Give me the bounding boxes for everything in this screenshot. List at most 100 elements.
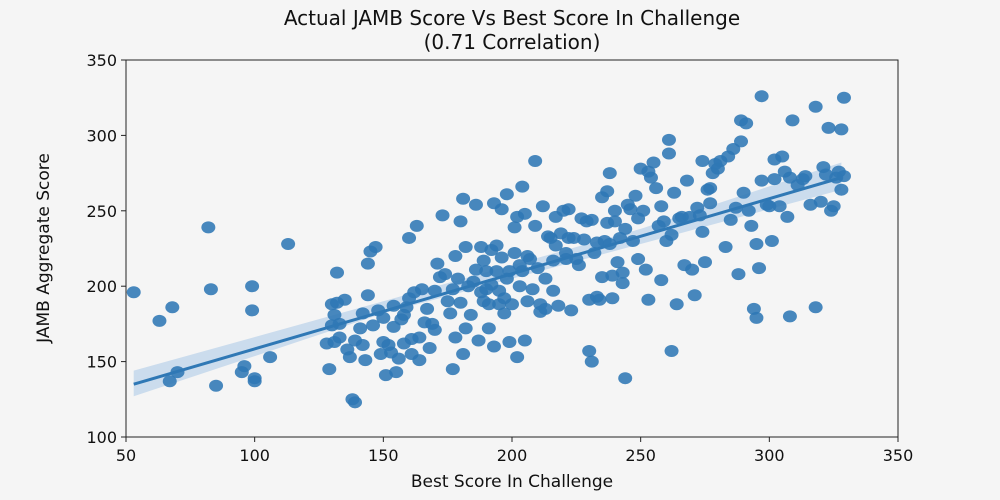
- y-tick-label: 150: [86, 353, 117, 372]
- data-point: [126, 286, 141, 299]
- data-point: [355, 339, 370, 352]
- data-point: [453, 215, 468, 228]
- data-point: [203, 283, 218, 296]
- data-point: [523, 253, 538, 266]
- data-point: [746, 302, 761, 315]
- data-point: [548, 239, 563, 252]
- data-point: [649, 182, 664, 195]
- chart-title: Actual JAMB Score Vs Best Score In Chall…: [284, 6, 740, 30]
- data-point: [489, 239, 504, 252]
- data-point: [836, 170, 851, 183]
- data-point: [798, 170, 813, 183]
- data-point: [584, 355, 599, 368]
- data-point: [775, 150, 790, 163]
- data-point: [772, 200, 787, 213]
- data-point: [412, 331, 427, 344]
- data-point: [450, 272, 465, 285]
- data-point: [749, 311, 764, 324]
- data-point: [754, 90, 769, 103]
- data-point: [638, 263, 653, 276]
- data-point: [723, 213, 738, 226]
- data-point: [322, 363, 337, 376]
- data-point: [162, 375, 177, 388]
- data-point: [571, 259, 586, 272]
- data-point: [703, 197, 718, 210]
- data-point: [813, 195, 828, 208]
- data-point: [646, 156, 661, 169]
- y-axis-ticks: 100 150 200 250 300 350: [86, 51, 126, 447]
- data-point: [551, 299, 566, 312]
- data-point: [734, 135, 749, 148]
- data-point: [165, 301, 180, 314]
- y-axis-label: JAMB Aggregate Score: [34, 153, 54, 344]
- data-point: [808, 100, 823, 113]
- data-point: [505, 298, 519, 311]
- data-point: [834, 123, 849, 136]
- data-point: [754, 174, 769, 187]
- data-point: [515, 180, 530, 193]
- data-point: [584, 213, 599, 226]
- data-point: [687, 289, 702, 302]
- data-point: [435, 209, 450, 222]
- data-point: [427, 284, 442, 297]
- data-point: [440, 295, 455, 308]
- data-point: [834, 183, 849, 196]
- data-point: [448, 331, 463, 344]
- data-point: [826, 200, 841, 213]
- y-tick-label: 350: [86, 51, 117, 70]
- data-point: [679, 174, 694, 187]
- data-point: [698, 256, 712, 269]
- data-point: [494, 203, 509, 216]
- data-point: [360, 289, 375, 302]
- data-point: [494, 251, 509, 264]
- x-axis-ticks: 50 100 150 200 250 300 350: [116, 437, 913, 465]
- data-point: [528, 155, 543, 168]
- data-point: [731, 268, 746, 281]
- y-tick-label: 300: [86, 126, 117, 145]
- data-point: [512, 280, 527, 293]
- data-point: [366, 319, 381, 332]
- chart-subtitle: (0.71 Correlation): [424, 30, 601, 54]
- x-axis-label: Best Score In Challenge: [411, 472, 613, 492]
- x-tick-label: 300: [754, 446, 785, 465]
- x-tick-label: 150: [368, 446, 399, 465]
- data-point: [468, 263, 483, 276]
- data-point: [592, 293, 607, 306]
- data-point: [502, 335, 517, 348]
- data-point: [618, 222, 633, 235]
- data-point: [342, 351, 357, 364]
- data-point: [566, 231, 581, 244]
- regression-line: [133, 176, 842, 386]
- data-point: [453, 296, 468, 309]
- data-point: [564, 304, 579, 317]
- data-point: [520, 295, 535, 308]
- data-point: [618, 372, 633, 385]
- data-point: [718, 240, 733, 253]
- data-point: [615, 277, 630, 290]
- data-point: [595, 271, 610, 284]
- data-point: [538, 272, 553, 285]
- points-layer: [126, 90, 851, 409]
- data-point: [247, 375, 262, 388]
- data-point: [615, 266, 630, 279]
- x-tick-label: 250: [625, 446, 656, 465]
- data-point: [281, 237, 296, 250]
- data-point: [808, 301, 823, 314]
- data-point: [661, 147, 676, 160]
- data-point: [499, 188, 514, 201]
- data-point: [456, 192, 471, 205]
- data-point: [368, 240, 383, 253]
- data-point: [538, 302, 553, 315]
- data-point: [577, 233, 592, 246]
- y-tick-label: 250: [86, 202, 117, 221]
- x-tick-label: 50: [116, 446, 136, 465]
- data-point: [360, 257, 375, 270]
- data-point: [631, 253, 646, 266]
- data-point: [263, 351, 278, 364]
- data-point: [430, 257, 445, 270]
- data-point: [517, 207, 532, 220]
- data-point: [507, 247, 522, 260]
- data-point: [409, 219, 424, 232]
- data-point: [481, 322, 496, 335]
- data-point: [821, 121, 836, 134]
